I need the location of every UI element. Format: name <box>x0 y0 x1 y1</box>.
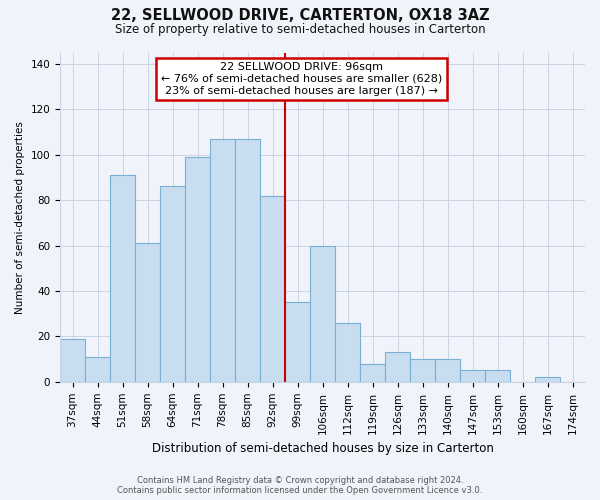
Bar <box>60 338 85 382</box>
Bar <box>285 302 310 382</box>
Text: 22 SELLWOOD DRIVE: 96sqm
← 76% of semi-detached houses are smaller (628)
23% of : 22 SELLWOOD DRIVE: 96sqm ← 76% of semi-d… <box>161 62 442 96</box>
Bar <box>235 139 260 382</box>
Bar <box>410 359 435 382</box>
Bar <box>360 364 385 382</box>
Text: 22, SELLWOOD DRIVE, CARTERTON, OX18 3AZ: 22, SELLWOOD DRIVE, CARTERTON, OX18 3AZ <box>110 8 490 22</box>
Bar <box>210 139 235 382</box>
Bar <box>185 157 210 382</box>
Text: Contains HM Land Registry data © Crown copyright and database right 2024.
Contai: Contains HM Land Registry data © Crown c… <box>118 476 482 495</box>
Bar <box>85 357 110 382</box>
Bar <box>135 244 160 382</box>
Bar <box>460 370 485 382</box>
Bar <box>110 175 135 382</box>
Bar <box>160 186 185 382</box>
Bar <box>535 378 560 382</box>
Bar <box>260 196 285 382</box>
Bar <box>310 246 335 382</box>
Bar <box>335 323 360 382</box>
Y-axis label: Number of semi-detached properties: Number of semi-detached properties <box>15 120 25 314</box>
Bar <box>385 352 410 382</box>
X-axis label: Distribution of semi-detached houses by size in Carterton: Distribution of semi-detached houses by … <box>152 442 493 455</box>
Text: Size of property relative to semi-detached houses in Carterton: Size of property relative to semi-detach… <box>115 22 485 36</box>
Bar <box>485 370 510 382</box>
Bar <box>435 359 460 382</box>
